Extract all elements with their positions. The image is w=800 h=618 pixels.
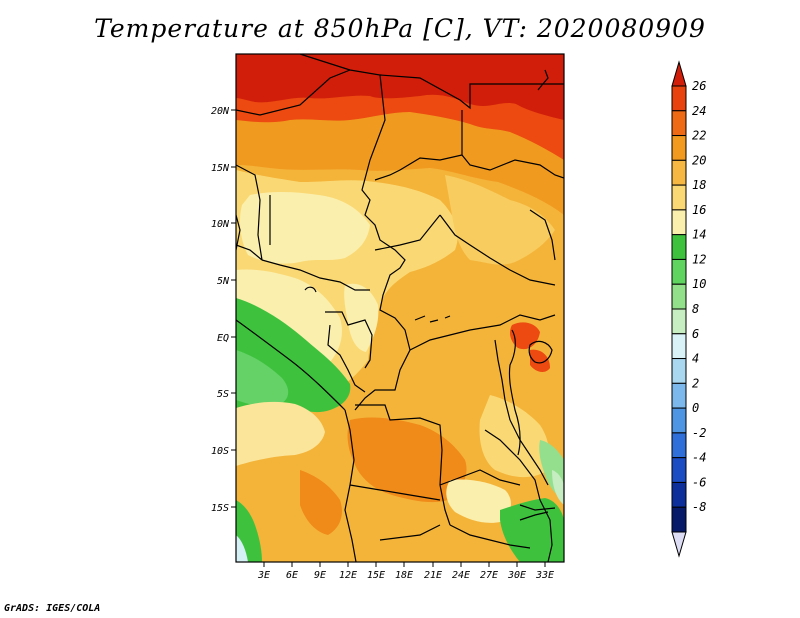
lon-label: 21E bbox=[424, 570, 442, 581]
colorbar-swatch bbox=[671, 209, 687, 236]
colorbar-label: -4 bbox=[692, 451, 706, 465]
zone-pale-cyan-sw bbox=[236, 535, 248, 562]
zone-red-north bbox=[236, 54, 564, 120]
colorbar-swatch bbox=[671, 457, 687, 483]
zone-mid-green-2 bbox=[248, 370, 276, 393]
zone-pale-green-se bbox=[552, 470, 564, 505]
colorbar-bottom-triangle bbox=[671, 531, 687, 558]
temperature-fill bbox=[236, 54, 564, 562]
colorbar-label: 10 bbox=[692, 277, 706, 291]
lon-label: 6E bbox=[286, 570, 298, 581]
colorbar-label: 20 bbox=[692, 153, 706, 167]
colorbar-label: 26 bbox=[692, 79, 706, 93]
lat-label: 10N bbox=[211, 219, 230, 230]
colorbar-label: -8 bbox=[692, 500, 706, 514]
colorbar-swatch bbox=[671, 506, 687, 533]
colorbar-swatch bbox=[671, 407, 687, 434]
zone-orange-south-2 bbox=[300, 470, 342, 535]
zone-pale-yellow bbox=[240, 192, 370, 264]
country-borders bbox=[236, 54, 564, 562]
colorbar-label: 22 bbox=[692, 129, 706, 143]
lon-label: 33E bbox=[535, 570, 554, 581]
colorbar-label: 0 bbox=[692, 401, 699, 415]
colorbar-swatch bbox=[671, 432, 687, 459]
colorbar-swatch bbox=[671, 333, 687, 360]
lon-label: 30E bbox=[507, 570, 526, 581]
lon-label: 24E bbox=[452, 570, 470, 581]
lat-label: 10S bbox=[211, 446, 229, 457]
lon-label: 3E bbox=[257, 570, 270, 581]
colorbar-swatch bbox=[671, 308, 687, 335]
colorbar-swatch bbox=[671, 382, 687, 409]
colorbar-swatch bbox=[671, 258, 687, 285]
zone-pale-yellow-sw bbox=[236, 401, 325, 466]
colorbar-swatch bbox=[671, 234, 687, 260]
lat-label: 15N bbox=[211, 163, 230, 174]
lon-label: 27E bbox=[480, 570, 498, 581]
colorbar-label: 6 bbox=[692, 327, 699, 341]
map-frame bbox=[235, 53, 565, 563]
colorbar-top-triangle bbox=[671, 60, 687, 87]
zone-yellow-east bbox=[445, 175, 555, 265]
colorbar-swatch bbox=[671, 159, 687, 186]
colorbar-label: -2 bbox=[692, 426, 706, 440]
colorbar-label: -6 bbox=[692, 475, 706, 489]
colorbar-swatch bbox=[671, 481, 687, 508]
colorbar-swatch bbox=[671, 85, 687, 112]
lat-label: 5N bbox=[217, 276, 230, 287]
grads-credit: GrADS: IGES/COLA bbox=[4, 603, 101, 614]
lon-label: 15E bbox=[367, 570, 385, 581]
zone-pale-yellow-3 bbox=[344, 283, 379, 352]
lat-label: 20N bbox=[211, 106, 230, 117]
lon-axis: 3E 6E 9E 12E 15E 18E 21E 24E 27E 30E 33E bbox=[257, 562, 554, 581]
lat-label: 15S bbox=[211, 503, 229, 514]
zone-pale-yellow-2 bbox=[236, 269, 342, 365]
colorbar-swatch bbox=[671, 110, 687, 137]
colorbar-swatch bbox=[671, 135, 687, 161]
lon-label: 12E bbox=[339, 570, 357, 581]
colorbar-label: 24 bbox=[692, 104, 706, 118]
colorbar-label: 16 bbox=[692, 203, 706, 217]
zone-orange-red-east bbox=[510, 322, 540, 350]
lon-label: 18E bbox=[395, 570, 413, 581]
map-title: Temperature at 850hPa [C], VT: 202008090… bbox=[94, 14, 706, 43]
lat-label: 5S bbox=[217, 389, 229, 400]
colorbar-label: 14 bbox=[692, 228, 706, 242]
zone-orange-red-east-2 bbox=[530, 349, 550, 372]
colorbar-label: 4 bbox=[692, 352, 699, 366]
colorbar-label: 12 bbox=[692, 252, 706, 266]
colorbar-label: 2 bbox=[692, 376, 699, 390]
lat-axis: 20N 15N 10N 5N EQ 5S 10S 15S bbox=[211, 106, 236, 514]
colorbar-label: 8 bbox=[692, 302, 699, 316]
colorbar-swatch bbox=[671, 358, 687, 384]
zone-pale-yellow-se bbox=[446, 479, 512, 523]
colorbar-swatch bbox=[671, 283, 687, 310]
lon-label: 9E bbox=[314, 570, 326, 581]
colorbar-label: 18 bbox=[692, 178, 706, 192]
lat-label: EQ bbox=[217, 333, 229, 344]
colorbar-swatch bbox=[671, 184, 687, 211]
zone-orange-south bbox=[347, 417, 467, 503]
